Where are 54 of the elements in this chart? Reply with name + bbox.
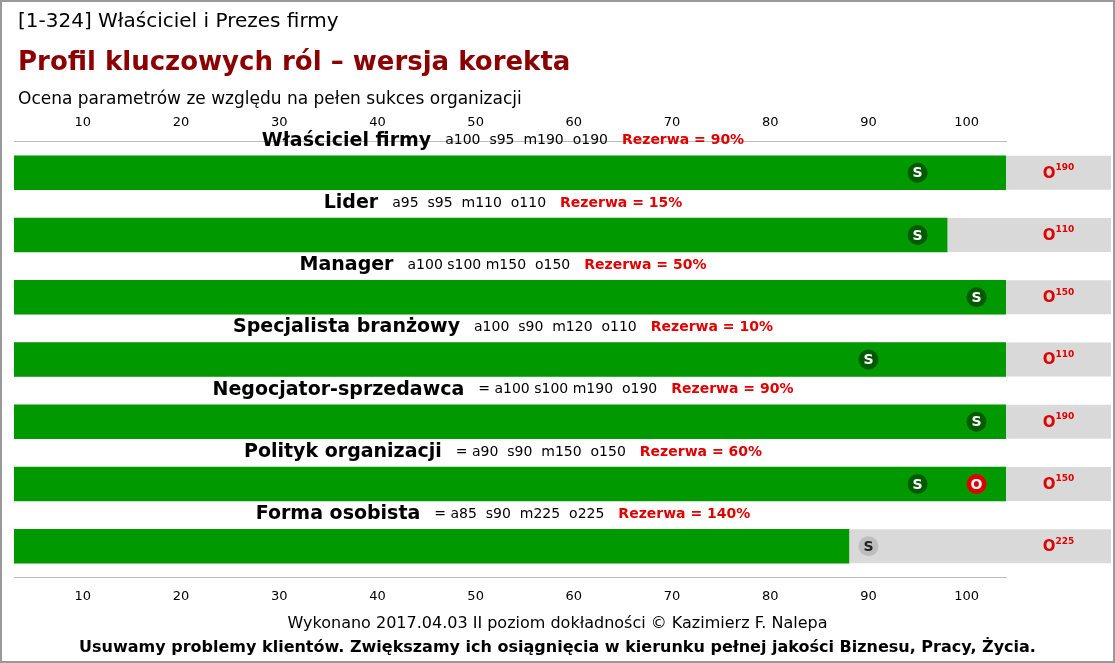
annotation: Rezerwa = 90% — [671, 380, 794, 397]
annotation: Rezerwa = 15% — [560, 193, 683, 210]
x2-tick-label: 20 — [172, 587, 190, 603]
annotation: Rezerwa = 140% — [618, 504, 751, 521]
y-tick-label: Właściciel firmy — [261, 127, 432, 150]
text: Wykonano 2017.04.03 II poziom dokładności © Kazimierz F. Nalepa — [286, 612, 829, 634]
x2-tick-label: 40 — [369, 587, 386, 603]
x-tick-label: 30 — [270, 114, 288, 130]
text: Usuwamy problemy klientów. Zwiększamy ich osiągnięcia w kierunku pełnej jakości Biznesu, Pracy, Życia. — [78, 636, 1037, 658]
annotation: Rezerwa = 90% — [621, 131, 745, 148]
x-tick-label: 70 — [663, 114, 681, 130]
series-label: S — [912, 475, 923, 492]
text: S — [863, 351, 874, 368]
text: S — [912, 226, 923, 243]
text: S — [971, 288, 982, 305]
annotation: a100 s95 m190 o190 — [445, 131, 608, 148]
x-tick-label: 90 — [860, 114, 877, 130]
series-label: O — [970, 475, 983, 492]
chart-subtitle: Ocena parametrów ze względu na pełen sukces organizacji — [18, 88, 522, 108]
x-tick-label: 100 — [954, 114, 980, 130]
annotation: = a85 s90 m225 o225 — [434, 504, 605, 521]
y-tick-label: Lider — [323, 189, 379, 212]
annotation: = a100 s100 m190 o190 — [478, 380, 658, 397]
x2-tick-label: 90 — [860, 587, 877, 603]
y-tick-label: Forma osobista — [255, 501, 421, 524]
annotation: Rezerwa = 50% — [584, 255, 707, 272]
annotation: a100 s90 m120 o110 — [474, 318, 637, 335]
annotation: a100 s100 m150 o150 — [407, 255, 571, 272]
text: S — [912, 164, 923, 181]
x2-tick-label: 30 — [270, 587, 288, 603]
annotation: = a90 s90 m150 o150 — [455, 442, 626, 459]
x2-tick-label: 80 — [762, 587, 779, 603]
x-tick-label: 40 — [369, 114, 386, 130]
annotation: Rezerwa = 60% — [639, 442, 763, 459]
text: [1-324] Właściciel i Prezes firmy — [18, 8, 339, 32]
annotation: a95 s95 m110 o110 — [392, 193, 547, 210]
text: S — [863, 537, 874, 554]
x2-tick-label: 100 — [954, 587, 980, 603]
x-tick-label: 80 — [762, 114, 779, 130]
x-tick-label: 50 — [467, 114, 484, 130]
x2-tick-label: 50 — [467, 587, 484, 603]
text: S — [971, 413, 982, 430]
annotation: Rezerwa = 10% — [650, 318, 773, 335]
chart-title: Profil kluczowych ról – wersja korekta — [18, 46, 571, 76]
x-tick-label: 20 — [172, 114, 190, 130]
y-tick-label: Negocjator-sprzedawca — [212, 376, 465, 399]
y-tick-label: Polityk organizacji — [244, 438, 442, 461]
x2-tick-label: 70 — [663, 587, 681, 603]
y-tick-label: Specjalista branżowy — [233, 314, 461, 337]
x-tick-label: 10 — [74, 114, 92, 130]
x-tick-label: 60 — [565, 114, 583, 130]
x2-tick-label: 10 — [74, 587, 92, 603]
y-tick-label: Manager — [299, 252, 395, 275]
x2-tick-label: 60 — [565, 587, 583, 603]
